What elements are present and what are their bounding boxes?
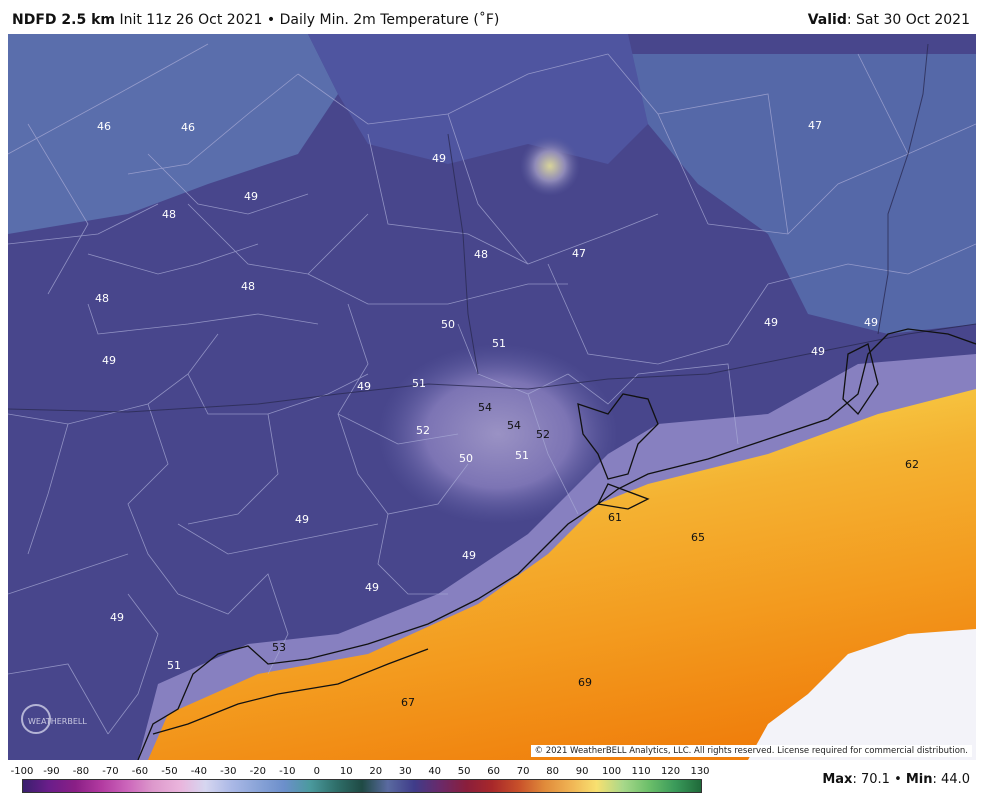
- temperature-label: 54: [478, 401, 492, 414]
- major-boundaries: [8, 43, 976, 413]
- legend-tick: -10: [279, 766, 296, 777]
- max-min-summary: Max: 70.1 • Min: 44.0: [822, 772, 970, 787]
- legend-tick: 80: [546, 766, 559, 777]
- logo-globe-icon: [21, 704, 51, 734]
- legend-tick: 10: [339, 766, 353, 777]
- copyright-notice: © 2021 WeatherBELL Analytics, LLC. All r…: [530, 745, 972, 757]
- temperature-label: 49: [864, 316, 878, 329]
- legend-tick: 50: [457, 766, 471, 777]
- temperature-labels: 46 46 47 49 49 48 48 47 48 48 50 51 49 49 49 49 51 49 54 54…: [95, 119, 919, 709]
- temperature-label: 61: [608, 511, 622, 524]
- temperature-label: 49: [295, 513, 309, 526]
- legend-tick: -30: [220, 766, 237, 777]
- legend-color-bar: [22, 779, 702, 793]
- temperature-label: 51: [412, 377, 426, 390]
- temperature-label: 52: [416, 424, 430, 437]
- temperature-label: 51: [515, 449, 529, 462]
- temperature-label: 48: [241, 280, 255, 293]
- header: NDFD 2.5 km Init 11z 26 Oct 2021 • Daily…: [0, 0, 984, 34]
- legend-tick: -80: [72, 766, 90, 777]
- legend-tick: -90: [43, 766, 60, 777]
- legend-tick: 90: [575, 766, 589, 777]
- temperature-label: 50: [459, 452, 473, 465]
- temperature-label: 51: [492, 337, 506, 350]
- map-canvas: WEATHERBELL 46 46 47 49 49 48 48 47 48 48 50 51 49 49…: [8, 34, 976, 760]
- county-boundaries: [8, 43, 976, 735]
- gulf-water: [148, 389, 976, 760]
- legend-tick: -40: [190, 766, 208, 777]
- legend-tick: -70: [102, 766, 119, 777]
- legend-tick: 30: [398, 766, 412, 777]
- legend-tick: -60: [131, 766, 149, 777]
- temperature-label: 48: [95, 292, 109, 305]
- max-value: : 70.1: [852, 772, 890, 787]
- init-time: Init 11z 26 Oct 2021: [119, 12, 263, 28]
- valid-time: Valid: Sat 30 Oct 2021: [808, 12, 970, 28]
- model-name: NDFD 2.5 km: [12, 12, 115, 28]
- temperature-label: 47: [808, 119, 822, 132]
- min-label: Min: [905, 772, 933, 787]
- legend-tick: 130: [690, 766, 710, 777]
- temperature-label: 46: [181, 121, 195, 134]
- temperature-label: 48: [474, 248, 488, 261]
- cool-region-nw: [8, 34, 338, 234]
- legend-tick: 0: [313, 766, 320, 777]
- temperature-label: 48: [162, 208, 176, 221]
- title-bullet: •: [266, 12, 276, 28]
- temperature-label: 49: [811, 345, 825, 358]
- legend-tick: 120: [660, 766, 681, 777]
- weatherbell-logo: WEATHERBELL: [21, 704, 87, 734]
- temperature-map: WEATHERBELL 46 46 47 49 49 48 48 47 48 48 50 51 49 49…: [8, 34, 976, 760]
- field-name: Daily Min. 2m Temperature (˚F): [279, 12, 500, 28]
- valid-label: Valid: [807, 12, 847, 28]
- maxmin-bullet: •: [894, 772, 902, 787]
- temperature-label: 53: [272, 641, 286, 654]
- urban-heat-houston: [378, 344, 618, 524]
- coastline: [137, 328, 976, 760]
- legend-tick: 20: [369, 766, 383, 777]
- temperature-label: 49: [764, 316, 778, 329]
- temperature-label: 49: [462, 549, 476, 562]
- max-label: Max: [822, 772, 853, 787]
- temperature-label: 50: [441, 318, 455, 331]
- color-legend: -100 -90 -80 -70 -60 -50 -40 -30 -20 -10 0 10 20 30 40…: [0, 760, 984, 808]
- legend-tick: -20: [249, 766, 266, 777]
- temperature-label: 49: [244, 190, 258, 203]
- temperature-label: 49: [357, 380, 371, 393]
- temperature-label: 62: [905, 458, 919, 471]
- temperature-label: 49: [432, 152, 446, 165]
- temperature-label: 47: [572, 247, 586, 260]
- no-data-region: [748, 629, 976, 760]
- valid-date: : Sat 30 Oct 2021: [846, 12, 970, 28]
- cool-region-ne: [628, 54, 976, 334]
- temperature-label: 54: [507, 419, 521, 432]
- temperature-label: 52: [536, 428, 550, 441]
- temperature-label: 69: [578, 676, 592, 689]
- temperature-label: 49: [365, 581, 379, 594]
- legend-tick: -100: [10, 766, 34, 777]
- min-value: : 44.0: [932, 772, 970, 787]
- legend-tick: 110: [631, 766, 651, 777]
- temperature-label: 65: [691, 531, 705, 544]
- legend-tick: 70: [516, 766, 530, 777]
- legend-tick: -50: [161, 766, 178, 777]
- temperature-label: 67: [401, 696, 415, 709]
- legend-tick: 100: [602, 766, 622, 777]
- legend-ticks: -100 -90 -80 -70 -60 -50 -40 -30 -20 -10 0 10 20 30 40…: [0, 766, 720, 778]
- temperature-label: 49: [102, 354, 116, 367]
- legend-tick: 60: [487, 766, 501, 777]
- warm-spot-lake: [520, 136, 580, 196]
- legend-tick: 40: [428, 766, 442, 777]
- map-title: NDFD 2.5 km Init 11z 26 Oct 2021 • Daily…: [12, 12, 499, 28]
- logo-text: WEATHERBELL: [28, 717, 87, 726]
- temperature-label: 49: [110, 611, 124, 624]
- temperature-label: 51: [167, 659, 181, 672]
- temperature-label: 46: [97, 120, 111, 133]
